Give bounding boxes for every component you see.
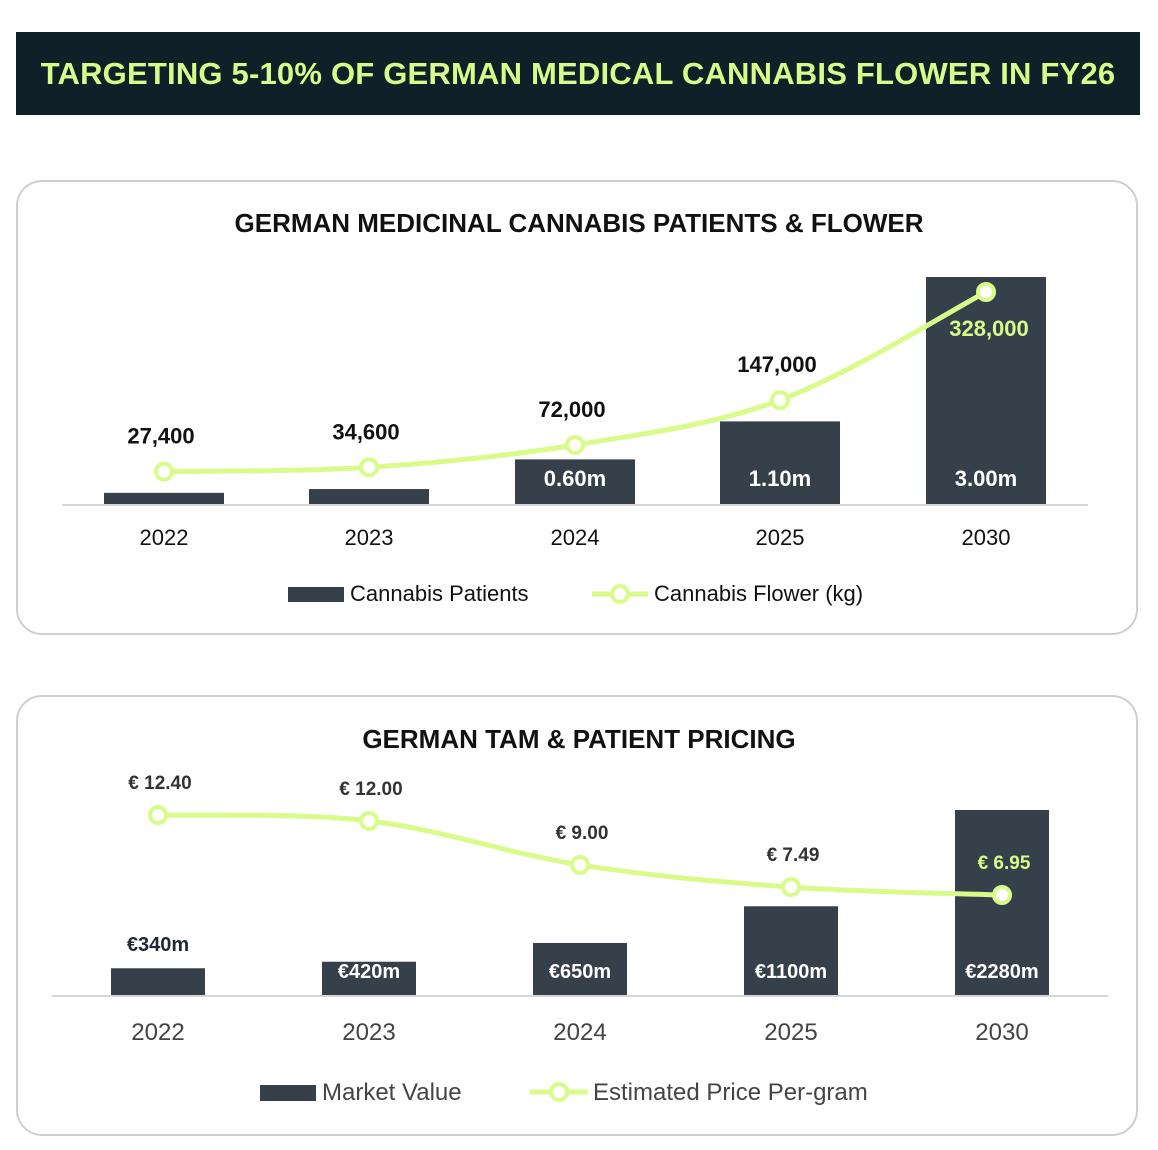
line-point-price-per-gram [992,885,1012,905]
tam-pricing-chart: GERMAN TAM & PATIENT PRICING €340m €420m €6… [52,724,1108,1106]
legend-swatch-cannabis-patients [288,587,344,602]
x-tick-label: 2024 [553,1019,606,1046]
line-point-price-per-gram [781,877,801,898]
line-point-price-per-gram [359,810,379,831]
line-data-label: € 12.00 [339,779,402,800]
line-data-label: € 12.40 [128,773,191,794]
bar-market-value [111,968,205,996]
bar-data-label: €2280m [965,961,1038,983]
legend-swatch-market-value [260,1085,316,1101]
line-data-label: 328,000 [949,316,1029,341]
x-tick-label: 2025 [756,525,805,550]
x-tick-label: 2030 [962,525,1011,550]
bar-market-value [744,906,838,996]
line-data-label: € 9.00 [556,823,609,844]
line-point-price-per-gram [148,805,168,825]
legend-label-market-value: Market Value [322,1079,462,1106]
patients-flower-chart: GERMAN MEDICINAL CANNABIS PATIENTS & FLO… [62,208,1088,606]
bar-data-label: €1100m [755,961,827,983]
x-tick-label: 2022 [140,525,189,550]
x-tick-label: 2030 [975,1019,1028,1046]
legend-marker-price-per-gram [549,1082,569,1102]
bar-data-label: 3.00m [955,466,1017,491]
x-tick-label: 2025 [764,1019,817,1046]
line-data-label: 72,000 [538,397,605,422]
bar-cannabis-patients [515,459,635,505]
bar-data-label: €650m [549,961,611,983]
bar-cannabis-patients [104,492,224,505]
x-tick-label: 2022 [131,1019,184,1046]
bar-market-value [533,942,627,996]
legend-label-price-per-gram: Estimated Price Per-gram [593,1079,868,1106]
x-tick-label: 2024 [551,525,600,550]
line-point-price-per-gram [570,854,590,875]
line-point-cannabis-flower [565,434,585,455]
patients-flower-chart-card: GERMAN MEDICINAL CANNABIS PATIENTS & FLO… [16,180,1138,635]
legend-label-cannabis-flower: Cannabis Flower (kg) [654,581,863,606]
line-data-label: 27,400 [127,424,194,449]
line-point-cannabis-flower [359,457,379,478]
bar-data-label: 1.10m [749,466,811,491]
bar-cannabis-patients [309,489,429,505]
bar-data-label: 0.60m [544,466,606,491]
x-tick-label: 2023 [342,1019,395,1046]
line-point-cannabis-flower [976,282,996,302]
tam-pricing-chart-card: GERMAN TAM & PATIENT PRICING €340m €420m €6… [16,695,1138,1136]
line-data-label: € 7.49 [767,845,820,866]
chart-title: GERMAN MEDICINAL CANNABIS PATIENTS & FLO… [235,208,924,238]
legend-label-cannabis-patients: Cannabis Patients [350,581,529,606]
line-data-label: 34,600 [332,419,399,444]
line-point-cannabis-flower [770,390,790,411]
line-data-label: € 6.95 [978,853,1031,874]
bar-data-label: €420m [338,961,400,983]
line-point-cannabis-flower [154,461,174,482]
line-data-label: 147,000 [737,352,817,377]
bar-cannabis-patients [720,421,840,505]
banner-title: TARGETING 5-10% OF GERMAN MEDICAL CANNAB… [40,55,1116,91]
chart-title: GERMAN TAM & PATIENT PRICING [362,724,795,754]
header-banner: TARGETING 5-10% OF GERMAN MEDICAL CANNAB… [16,32,1140,115]
bar-data-label: €340m [127,934,189,956]
x-tick-label: 2023 [345,525,394,550]
bar-market-value [322,961,416,996]
legend-marker-cannabis-flower [610,584,630,604]
